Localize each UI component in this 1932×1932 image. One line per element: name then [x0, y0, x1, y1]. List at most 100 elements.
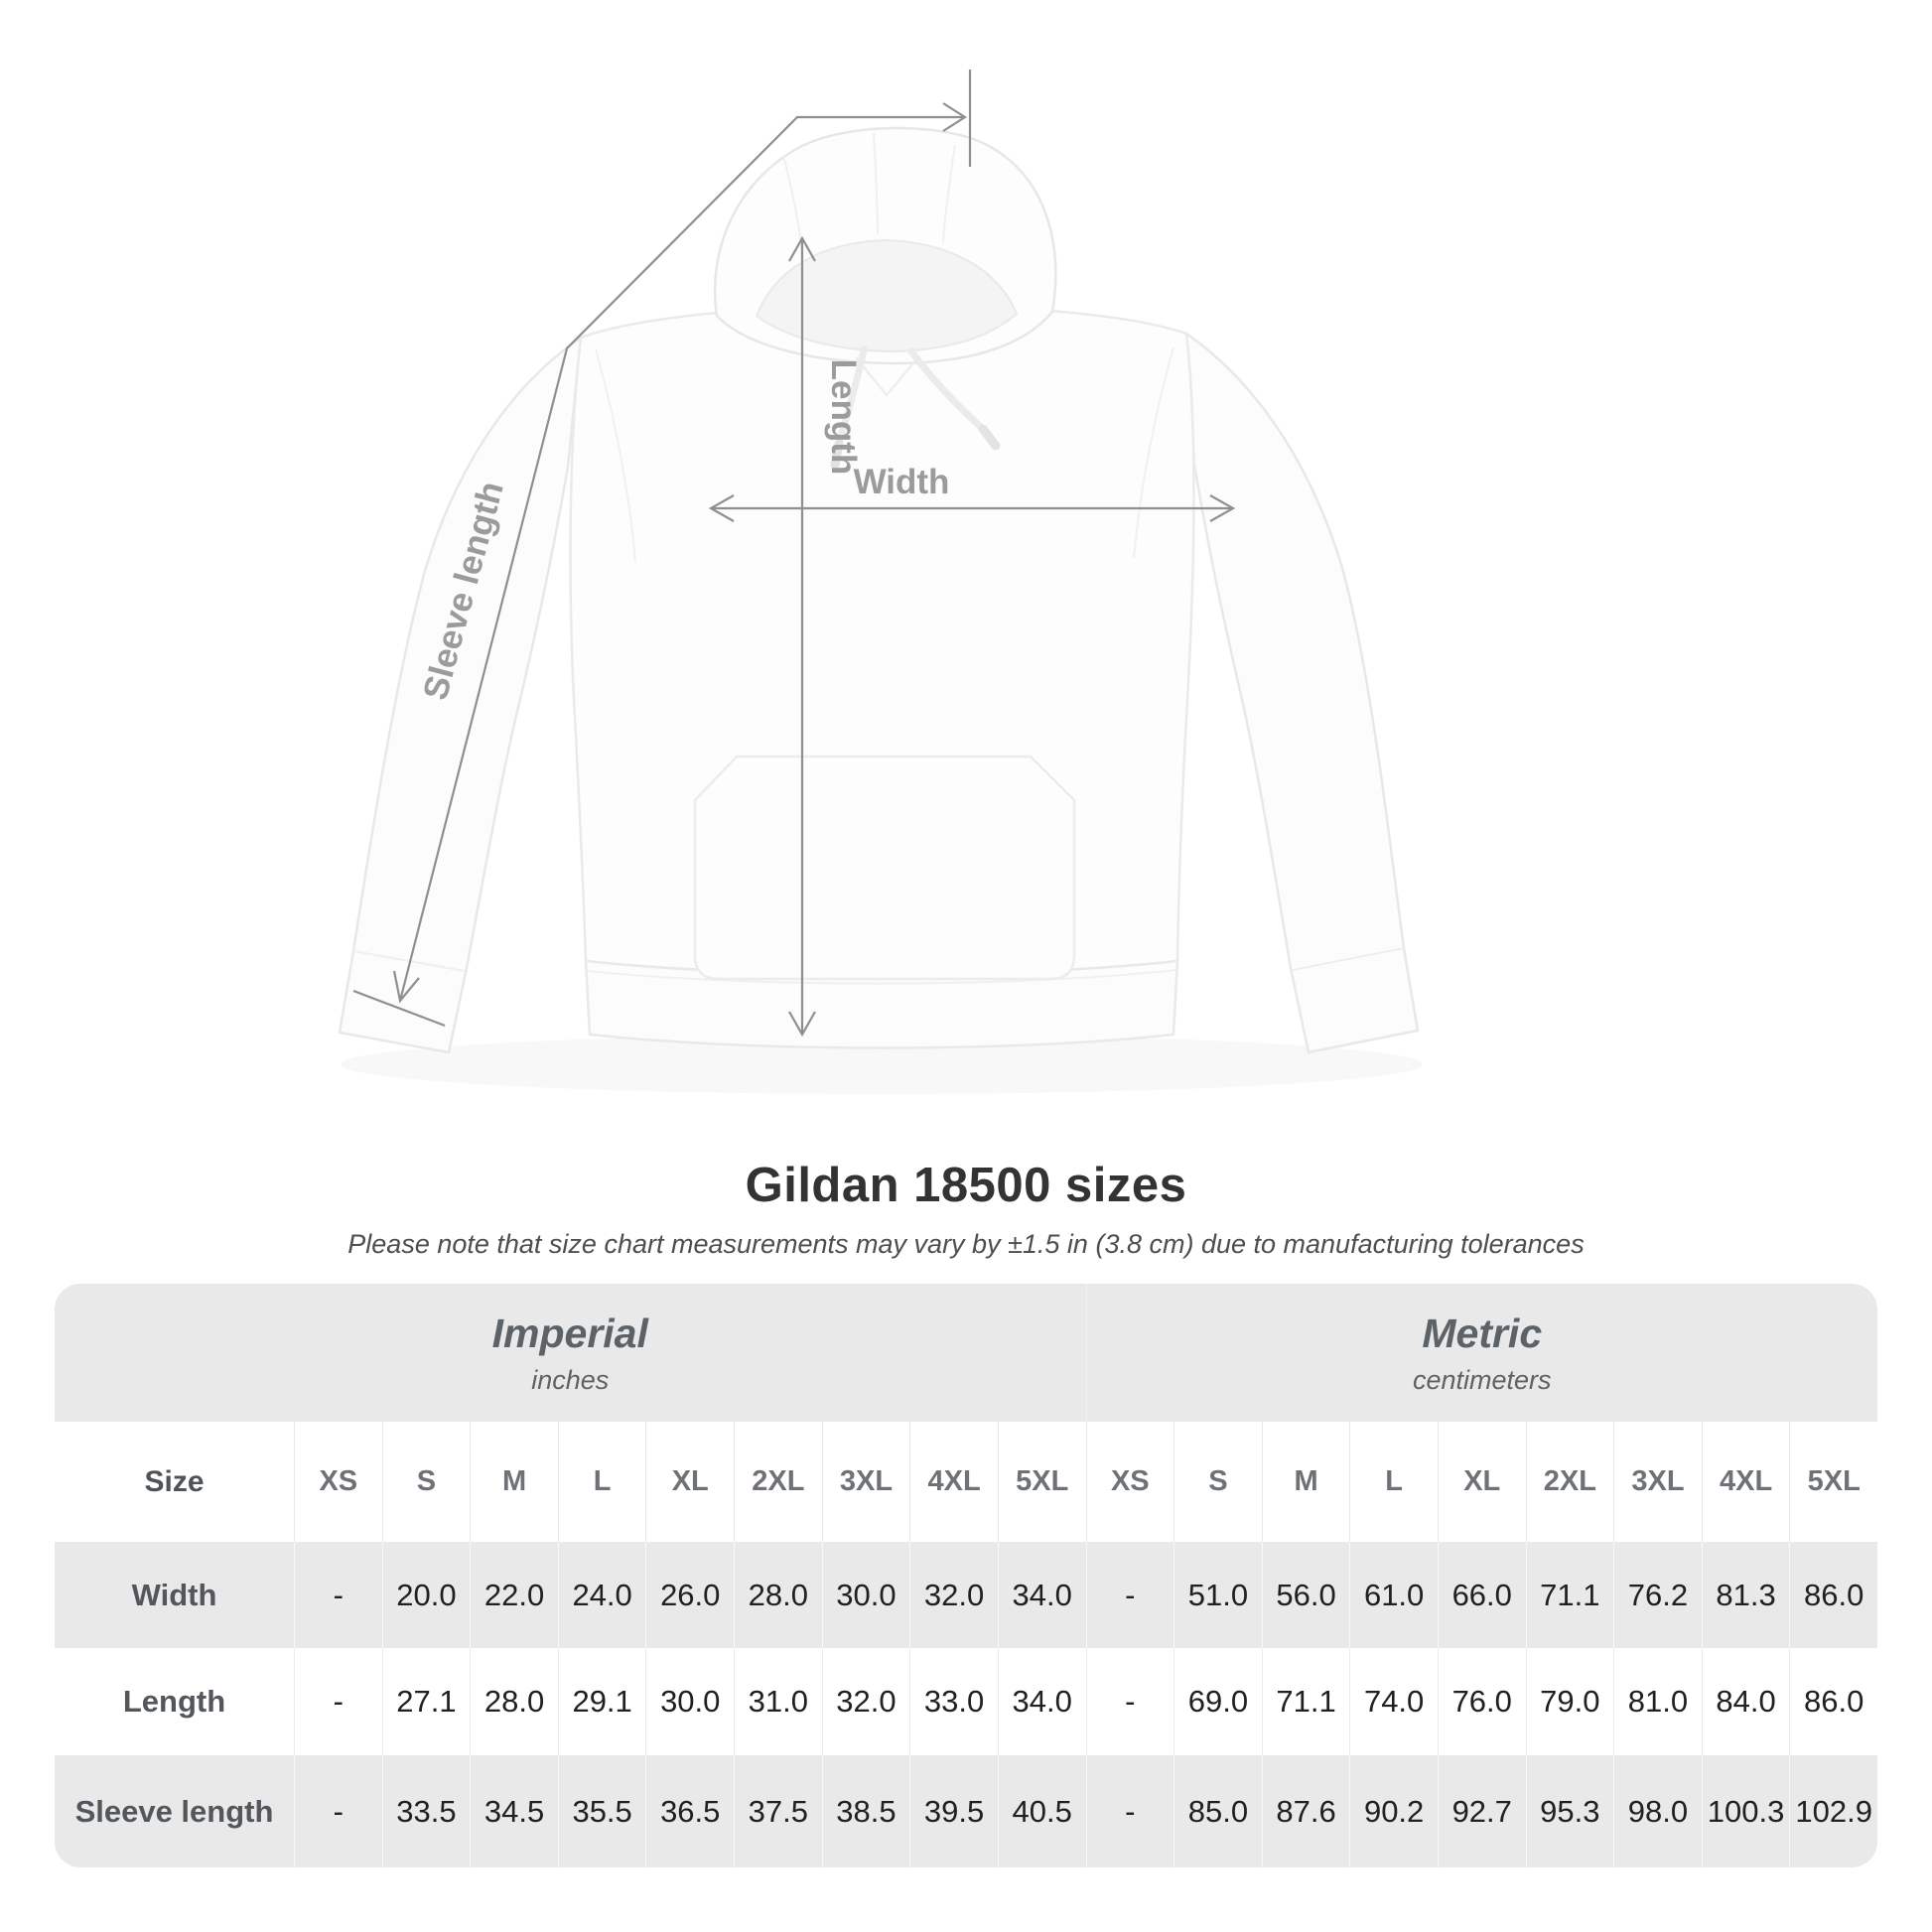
- width-metric-5xl: 86.0: [1789, 1542, 1877, 1648]
- width-arrow-right-icon: [1209, 494, 1236, 522]
- length-arrow-down-icon: [788, 1011, 816, 1037]
- size-header-metric-xl: XL: [1437, 1422, 1526, 1542]
- sleeve-imperial-l: 35.5: [557, 1755, 646, 1867]
- length-imperial-xl: 30.0: [645, 1648, 735, 1755]
- width-metric-xl: 66.0: [1437, 1542, 1526, 1648]
- size-header-metric-5xl: 5XL: [1789, 1422, 1877, 1542]
- sleeve-metric-xs: -: [1085, 1755, 1174, 1867]
- length-arrow-up-icon: [788, 235, 816, 262]
- width-imperial-3xl: 30.0: [821, 1542, 910, 1648]
- size-header-imperial-4xl: 4XL: [909, 1422, 998, 1542]
- width-metric-l: 61.0: [1349, 1542, 1438, 1648]
- size-header-metric-m: M: [1261, 1422, 1350, 1542]
- sleeve-imperial-2xl: 37.5: [734, 1755, 822, 1867]
- sleeve-measure-line: [398, 115, 965, 1002]
- width-metric-m: 56.0: [1261, 1542, 1350, 1648]
- length-metric-5xl: 86.0: [1789, 1648, 1877, 1755]
- width-imperial-xs: -: [294, 1542, 382, 1648]
- sleeve-imperial-5xl: 40.5: [997, 1755, 1086, 1867]
- width-imperial-5xl: 34.0: [997, 1542, 1086, 1648]
- sleeve-metric-s: 85.0: [1173, 1755, 1262, 1867]
- row-label-width: Width: [55, 1542, 294, 1648]
- size-header-metric-3xl: 3XL: [1613, 1422, 1702, 1542]
- page-title: Gildan 18500 sizes: [745, 1159, 1187, 1212]
- length-imperial-m: 28.0: [470, 1648, 558, 1755]
- size-header-metric-xs: XS: [1085, 1422, 1174, 1542]
- size-header-imperial-xl: XL: [645, 1422, 735, 1542]
- sleeve-imperial-4xl: 39.5: [909, 1755, 998, 1867]
- sleeve-metric-m: 87.6: [1261, 1755, 1350, 1867]
- length-imperial-2xl: 31.0: [734, 1648, 822, 1755]
- width-imperial-2xl: 28.0: [734, 1542, 822, 1648]
- width-metric-3xl: 76.2: [1613, 1542, 1702, 1648]
- length-metric-xl: 76.0: [1437, 1648, 1526, 1755]
- title-block: Gildan 18500 sizes Please note that size…: [0, 1158, 1932, 1260]
- size-header-imperial-5xl: 5XL: [997, 1422, 1086, 1542]
- size-column-header: Size: [55, 1422, 294, 1542]
- measurement-annotations: [352, 69, 1236, 1037]
- sleeve-imperial-3xl: 38.5: [821, 1755, 910, 1867]
- width-imperial-s: 20.0: [381, 1542, 471, 1648]
- size-header-imperial-l: L: [557, 1422, 646, 1542]
- imperial-group-title: Imperial: [491, 1310, 648, 1356]
- length-metric-4xl: 84.0: [1701, 1648, 1790, 1755]
- metric-group-header: Metric centimeters: [1085, 1284, 1877, 1422]
- size-header-metric-s: S: [1173, 1422, 1262, 1542]
- hoodie-illustration: [338, 126, 1423, 1094]
- imperial-group-header: Imperial inches: [55, 1284, 1086, 1422]
- size-header-imperial-m: M: [470, 1422, 558, 1542]
- width-imperial-xl: 26.0: [645, 1542, 735, 1648]
- length-metric-xs: -: [1085, 1648, 1174, 1755]
- sleeve-metric-5xl: 102.9: [1789, 1755, 1877, 1867]
- size-header-imperial-s: S: [381, 1422, 471, 1542]
- hoodie-measurement-diagram: Length Width Sleeve length: [338, 69, 1423, 1094]
- tolerance-note: Please note that size chart measurements…: [347, 1229, 1585, 1259]
- length-imperial-s: 27.1: [381, 1648, 471, 1755]
- sleeve-cross-tick: [352, 989, 446, 1028]
- length-metric-s: 69.0: [1173, 1648, 1262, 1755]
- size-header-metric-2xl: 2XL: [1525, 1422, 1614, 1542]
- metric-group-title: Metric: [1422, 1310, 1543, 1356]
- width-imperial-4xl: 32.0: [909, 1542, 998, 1648]
- width-imperial-m: 22.0: [470, 1542, 558, 1648]
- sleeve-metric-4xl: 100.3: [1701, 1755, 1790, 1867]
- metric-group-unit: centimeters: [1412, 1364, 1552, 1395]
- size-header-imperial-2xl: 2XL: [734, 1422, 822, 1542]
- length-imperial-4xl: 33.0: [909, 1648, 998, 1755]
- sleeve-imperial-xs: -: [294, 1755, 382, 1867]
- length-metric-l: 74.0: [1349, 1648, 1438, 1755]
- width-metric-xs: -: [1085, 1542, 1174, 1648]
- size-table: Imperial inches Metric centimeters Size …: [55, 1284, 1877, 1867]
- size-header-imperial-xs: XS: [294, 1422, 382, 1542]
- sleeve-imperial-s: 33.5: [381, 1755, 471, 1867]
- row-label-sleeve-length: Sleeve length: [55, 1755, 294, 1867]
- length-metric-m: 71.1: [1261, 1648, 1350, 1755]
- length-imperial-3xl: 32.0: [821, 1648, 910, 1755]
- length-metric-2xl: 79.0: [1525, 1648, 1614, 1755]
- width-metric-s: 51.0: [1173, 1542, 1262, 1648]
- length-imperial-xs: -: [294, 1648, 382, 1755]
- length-metric-3xl: 81.0: [1613, 1648, 1702, 1755]
- sleeve-metric-3xl: 98.0: [1613, 1755, 1702, 1867]
- length-imperial-5xl: 34.0: [997, 1648, 1086, 1755]
- row-label-length: Length: [55, 1648, 294, 1755]
- size-header-imperial-3xl: 3XL: [821, 1422, 910, 1542]
- sleeve-metric-2xl: 95.3: [1525, 1755, 1614, 1867]
- width-metric-4xl: 81.3: [1701, 1542, 1790, 1648]
- length-imperial-l: 29.1: [557, 1648, 646, 1755]
- sleeve-arrow-down-icon: [392, 970, 420, 1004]
- width-metric-2xl: 71.1: [1525, 1542, 1614, 1648]
- sleeve-arrow-right-icon: [942, 102, 968, 132]
- width-imperial-l: 24.0: [557, 1542, 646, 1648]
- sleeve-metric-l: 90.2: [1349, 1755, 1438, 1867]
- sleeve-metric-xl: 92.7: [1437, 1755, 1526, 1867]
- size-header-metric-4xl: 4XL: [1701, 1422, 1790, 1542]
- sleeve-imperial-m: 34.5: [470, 1755, 558, 1867]
- width-arrow-left-icon: [708, 494, 735, 522]
- sleeve-imperial-xl: 36.5: [645, 1755, 735, 1867]
- width-measure-label: Width: [854, 463, 950, 501]
- length-measure-label: Length: [824, 359, 863, 476]
- imperial-group-unit: inches: [531, 1364, 610, 1395]
- size-header-metric-l: L: [1349, 1422, 1438, 1542]
